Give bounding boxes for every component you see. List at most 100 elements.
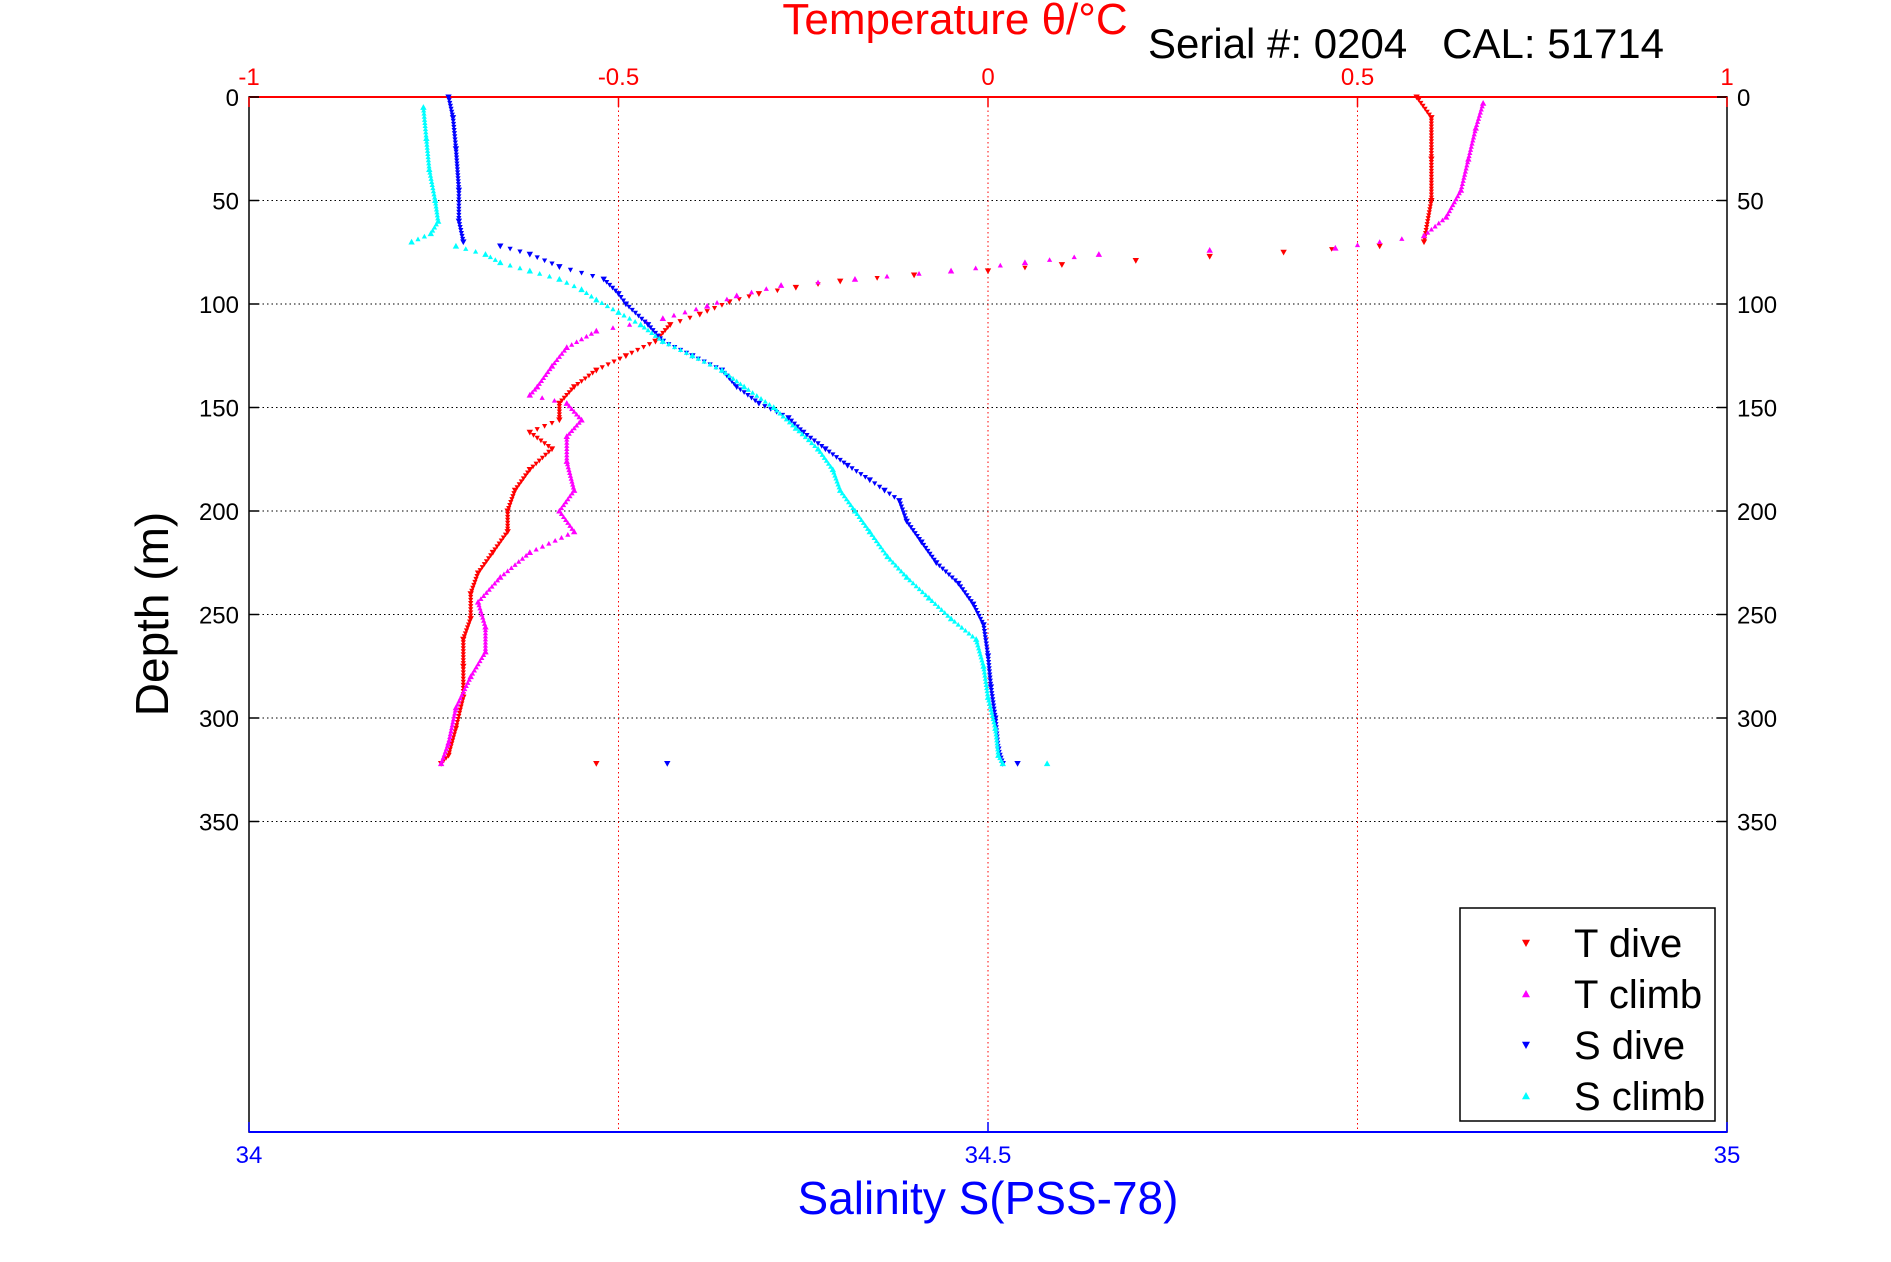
data-point xyxy=(460,640,466,645)
data-point xyxy=(887,556,893,562)
data-point xyxy=(564,449,570,455)
data-point xyxy=(982,676,988,681)
data-point xyxy=(456,206,462,212)
data-point xyxy=(1465,155,1472,162)
data-point xyxy=(1428,162,1434,168)
data-point xyxy=(901,571,907,577)
data-point xyxy=(569,490,575,496)
data-point xyxy=(455,179,461,184)
data-point xyxy=(446,737,452,742)
data-point xyxy=(815,279,821,285)
data-point xyxy=(459,233,465,239)
data-point xyxy=(425,154,431,160)
data-point xyxy=(740,383,748,390)
data-point xyxy=(536,381,542,386)
data-point xyxy=(878,544,884,550)
data-point xyxy=(1427,207,1433,212)
salinity-tick-label: 34.5 xyxy=(965,1142,1012,1169)
data-point xyxy=(481,562,488,567)
data-point xyxy=(452,704,460,711)
data-point xyxy=(543,372,549,378)
data-point xyxy=(455,218,463,225)
data-point xyxy=(1021,259,1029,266)
data-point xyxy=(449,115,457,121)
data-point xyxy=(946,572,952,578)
data-point xyxy=(932,601,938,606)
data-point xyxy=(896,498,903,504)
data-point xyxy=(990,700,996,706)
data-point xyxy=(817,449,823,454)
data-point xyxy=(448,728,454,734)
data-point xyxy=(455,187,463,194)
data-point xyxy=(1464,162,1470,168)
data-point xyxy=(487,254,494,260)
data-point xyxy=(923,592,929,598)
data-point xyxy=(626,315,633,321)
data-point xyxy=(504,529,511,535)
data-point xyxy=(565,464,571,470)
data-point xyxy=(746,294,752,300)
data-point xyxy=(620,298,627,304)
data-point xyxy=(489,549,497,556)
data-point xyxy=(1468,144,1474,149)
data-point xyxy=(821,455,827,460)
data-point xyxy=(482,251,489,257)
data-point xyxy=(858,517,864,522)
data-point xyxy=(799,431,805,437)
data-point xyxy=(682,309,688,315)
data-point xyxy=(609,285,616,291)
data-point xyxy=(561,347,567,353)
data-point xyxy=(460,649,466,654)
data-point xyxy=(564,280,570,285)
data-point xyxy=(1329,247,1335,252)
data-point xyxy=(564,455,570,461)
data-point xyxy=(1425,216,1431,221)
data-point xyxy=(796,428,802,434)
data-point xyxy=(468,607,474,612)
data-point xyxy=(964,593,970,598)
data-point xyxy=(482,646,489,651)
data-point xyxy=(530,433,537,438)
data-point xyxy=(534,255,540,261)
data-point xyxy=(427,173,434,178)
data-point xyxy=(985,660,992,665)
data-point xyxy=(992,722,998,728)
temperature-tick-label: -0.5 xyxy=(598,64,639,91)
data-point xyxy=(981,628,988,634)
data-point xyxy=(474,570,482,577)
data-point xyxy=(986,669,993,675)
data-point xyxy=(774,407,780,413)
data-point xyxy=(566,403,572,409)
data-point xyxy=(1428,183,1434,189)
data-point xyxy=(477,605,483,611)
data-point xyxy=(473,664,479,670)
data-point xyxy=(802,434,808,440)
data-point xyxy=(546,273,553,279)
data-point xyxy=(952,618,958,624)
data-point xyxy=(574,422,580,428)
data-point xyxy=(563,517,569,522)
temperature-tick-label: 1 xyxy=(1720,64,1733,91)
data-point xyxy=(989,691,995,696)
data-point xyxy=(480,615,486,620)
data-point xyxy=(1428,115,1435,121)
data-point xyxy=(987,672,993,678)
data-point xyxy=(1474,119,1481,124)
data-point xyxy=(973,607,979,613)
data-point xyxy=(726,373,732,378)
data-point xyxy=(873,538,880,544)
data-point xyxy=(558,511,565,517)
data-point xyxy=(983,679,989,684)
y-axis-title: Depth (m) xyxy=(126,512,178,716)
data-point xyxy=(523,552,529,558)
data-point xyxy=(457,707,463,713)
data-point xyxy=(567,473,574,478)
data-point xyxy=(481,652,487,657)
data-point xyxy=(987,704,993,709)
data-point xyxy=(1456,190,1462,196)
data-point xyxy=(929,598,935,603)
data-point xyxy=(420,104,427,110)
data-point xyxy=(1428,201,1434,207)
data-point xyxy=(989,713,996,719)
data-point xyxy=(916,537,922,542)
